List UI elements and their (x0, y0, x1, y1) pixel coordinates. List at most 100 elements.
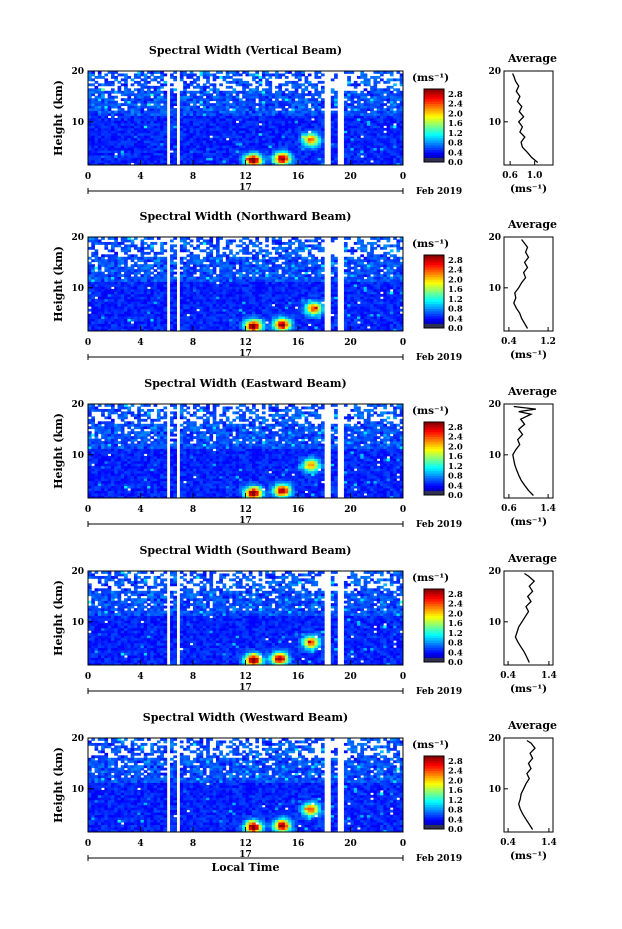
colorbar-tick-label: 2.4 (448, 266, 463, 276)
colorbar-tick-label: 0.0 (448, 491, 463, 501)
colorbar-frame (423, 421, 445, 496)
y-axis-label: Height (km) (52, 747, 65, 823)
x-tick-label: 16 (292, 172, 305, 182)
heatmap-cells (88, 404, 404, 499)
x-tick-label: 8 (190, 338, 196, 348)
x-tick-label: 0 (400, 505, 406, 515)
x-tick-label: 20 (344, 505, 357, 515)
average-y-tick-label: 20 (488, 233, 501, 243)
average-y-tick-label: 20 (488, 400, 501, 410)
colorbar-tick-label: 0.8 (448, 639, 463, 649)
x-tick-label: 12 (239, 338, 252, 348)
date-label: Feb 2019 (416, 520, 462, 530)
colorbar-tick-label: 2.0 (448, 275, 463, 285)
average-x-label: (ms⁻¹) (510, 683, 547, 695)
colorbar-tick-label: 2.0 (448, 109, 463, 119)
x-tick-label: 20 (344, 839, 357, 849)
panel-title: Spectral Width (Northward Beam) (140, 210, 352, 223)
x-tick-label: 8 (190, 505, 196, 515)
average-x-tick-label: 0.6 (502, 171, 518, 181)
panel-title: Spectral Width (Eastward Beam) (144, 377, 346, 390)
average-frame (503, 737, 554, 833)
x-tick-label: 16 (292, 672, 305, 682)
colorbar-unit: (ms⁻¹) (412, 238, 449, 250)
colorbar-tick-label: 0.8 (448, 305, 463, 315)
average-profile: Average 10 20 0.6 1.0 (ms⁻¹) (488, 52, 557, 195)
x-tick-label: 0 (85, 172, 91, 182)
colorbar-tick-label: 0.0 (448, 658, 463, 668)
colorbar-frame (423, 88, 445, 163)
date-label: Feb 2019 (416, 187, 462, 197)
x-tick-label: 0 (400, 672, 406, 682)
average-profile: Average 10 20 0.4 1.2 (ms⁻¹) (488, 218, 557, 361)
colorbar-tick-label: 1.2 (448, 796, 463, 806)
average-profile-line (514, 572, 536, 663)
date-day-label: 17 (239, 683, 252, 693)
average-y-tick-label: 10 (488, 785, 501, 795)
y-tick-label: 20 (71, 400, 84, 410)
colorbar-unit: (ms⁻¹) (412, 405, 449, 417)
colorbar-tick-label: 2.8 (448, 757, 463, 767)
x-tick-label: 16 (292, 839, 305, 849)
heatmap-cells (88, 738, 404, 833)
average-profile-line (518, 739, 536, 830)
average-y-tick-label: 10 (488, 118, 501, 128)
average-title: Average (507, 52, 557, 65)
x-tick-label: 12 (239, 505, 252, 515)
average-profile-line (513, 239, 530, 329)
colorbar-tick-label: 1.6 (448, 452, 463, 462)
colorbar-tick-label: 2.8 (448, 590, 463, 600)
colorbar-tick-label: 2.8 (448, 423, 463, 433)
panel-5: Spectral Width (Westward Beam) 10 20 Height… (52, 711, 557, 874)
average-x-tick-label: 1.4 (540, 504, 556, 514)
average-frame (503, 403, 554, 499)
y-tick-label: 20 (71, 567, 84, 577)
date-label: Feb 2019 (416, 854, 462, 864)
x-tick-label: 20 (344, 338, 357, 348)
colorbar-tick-label: 1.6 (448, 619, 463, 629)
panel-title: Spectral Width (Southward Beam) (139, 544, 351, 557)
average-title: Average (507, 552, 557, 565)
colorbar-tick-label: 0.4 (448, 481, 463, 491)
panel-title: Spectral Width (Westward Beam) (143, 711, 348, 724)
x-tick-label: 0 (400, 839, 406, 849)
colorbar-tick-label: 2.0 (448, 442, 463, 452)
x-tick-label: 0 (85, 839, 91, 849)
average-x-label: (ms⁻¹) (510, 349, 547, 361)
x-tick-label: 12 (239, 839, 252, 849)
average-x-tick-label: 1.4 (541, 838, 557, 848)
date-label: Feb 2019 (416, 353, 462, 363)
x-tick-label: 20 (344, 172, 357, 182)
colorbar-tick-label: 2.4 (448, 600, 463, 610)
average-y-tick-label: 20 (488, 567, 501, 577)
colorbar-tick-label: 0.8 (448, 806, 463, 816)
colorbar-tick-label: 2.8 (448, 256, 463, 266)
colorbar-unit: (ms⁻¹) (412, 72, 449, 84)
colorbar-tick-label: 2.4 (448, 100, 463, 110)
x-tick-label: 4 (137, 839, 143, 849)
colorbar-tick-label: 0.0 (448, 825, 463, 835)
average-x-label: (ms⁻¹) (510, 183, 547, 195)
colorbar-tick-label: 0.0 (448, 158, 463, 168)
colorbar (424, 422, 444, 496)
colorbar-unit: (ms⁻¹) (412, 739, 449, 751)
x-tick-label: 0 (85, 338, 91, 348)
colorbar-frame (423, 755, 445, 830)
average-profile: Average 10 20 0.4 1.4 (ms⁻¹) (488, 719, 557, 862)
colorbar (424, 89, 444, 163)
average-frame (503, 570, 554, 666)
average-profile-line (512, 405, 536, 496)
y-tick-label: 20 (71, 734, 84, 744)
colorbar-tick-label: 1.6 (448, 285, 463, 295)
colorbar-tick-label: 2.0 (448, 776, 463, 786)
y-tick-label: 10 (71, 618, 84, 628)
y-tick-label: 20 (71, 233, 84, 243)
x-tick-label: 0 (400, 338, 406, 348)
date-day-label: 17 (239, 516, 252, 526)
y-tick-label: 20 (71, 67, 84, 77)
y-axis-label: Height (km) (52, 80, 65, 156)
average-x-label: (ms⁻¹) (510, 516, 547, 528)
y-tick-label: 10 (71, 284, 84, 294)
average-x-tick-label: 1.0 (527, 171, 543, 181)
average-x-tick-label: 1.2 (540, 337, 556, 347)
